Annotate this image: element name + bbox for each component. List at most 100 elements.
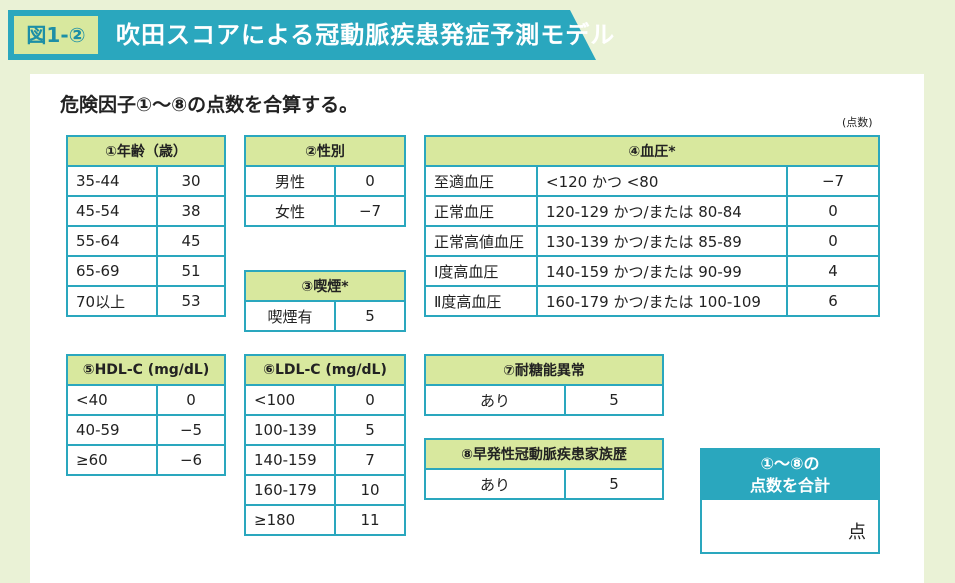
glucose-table: ⑦耐糖能異常 あり 5 [424,354,664,416]
ldl-header: ⑥LDL-C (mg/dL) [244,354,406,386]
total-unit: 点 [848,522,866,543]
table-row: 140-159 7 [244,444,406,476]
table-row: 正常血圧 120-129 かつ/または 80-84 0 [424,195,880,227]
hdl-points: 0 [156,384,226,416]
age-points: 45 [156,225,226,257]
bp-category: Ⅰ度高血圧 [424,255,538,287]
ldl-range: 140-159 [244,444,336,476]
age-points: 30 [156,165,226,197]
age-range: 55-64 [66,225,158,257]
bp-category: 至適血圧 [424,165,538,197]
table-row: 喫煙有 5 [244,300,406,332]
table-row: 男性 0 [244,165,406,197]
table-row: <40 0 [66,384,226,416]
table-row: 至適血圧 <120 かつ <80 −7 [424,165,880,197]
bp-points: −7 [786,165,880,197]
smoking-label: 喫煙有 [244,300,336,332]
family-history-points: 5 [564,468,664,500]
table-row: 55-64 45 [66,225,226,257]
age-points: 53 [156,285,226,317]
smoking-header: ③喫煙* [244,270,406,302]
table-row: <100 0 [244,384,406,416]
sex-table: ②性別 男性 0 女性 −7 [244,135,406,227]
table-row: ≥180 11 [244,504,406,536]
ldl-points: 7 [334,444,406,476]
age-points: 38 [156,195,226,227]
table-row: 65-69 51 [66,255,226,287]
total-score-box: ①～⑧の 点数を合計 点 [700,448,880,554]
hdl-points: −5 [156,414,226,446]
age-range: 65-69 [66,255,158,287]
hdl-range: <40 [66,384,158,416]
hdl-table: ⑤HDL-C (mg/dL) <40 0 40-59 −5 ≥60 −6 [66,354,226,476]
bp-range: 120-129 かつ/または 80-84 [536,195,788,227]
ldl-points: 0 [334,384,406,416]
ldl-table: ⑥LDL-C (mg/dL) <100 0 100-139 5 140-159 … [244,354,406,536]
table-row: あり 5 [424,384,664,416]
table-row: Ⅰ度高血圧 140-159 かつ/または 90-99 4 [424,255,880,287]
age-header: ①年齢（歳） [66,135,226,167]
age-range: 35-44 [66,165,158,197]
table-row: 正常高値血圧 130-139 かつ/または 85-89 0 [424,225,880,257]
table-row: 100-139 5 [244,414,406,446]
bp-range: 130-139 かつ/または 85-89 [536,225,788,257]
bp-range: <120 かつ <80 [536,165,788,197]
sex-points: 0 [334,165,406,197]
total-header: ①～⑧の 点数を合計 [702,450,878,500]
table-row: 40-59 −5 [66,414,226,446]
sex-header: ②性別 [244,135,406,167]
table-row: Ⅱ度高血圧 160-179 かつ/または 100-109 6 [424,285,880,317]
hdl-range: ≥60 [66,444,158,476]
bp-header: ④血圧* [424,135,880,167]
table-row: 45-54 38 [66,195,226,227]
bp-range: 140-159 かつ/または 90-99 [536,255,788,287]
bp-points: 4 [786,255,880,287]
bp-category: Ⅱ度高血圧 [424,285,538,317]
figure-title: 吹田スコアによる冠動脈疾患発症予測モデル [116,21,616,49]
family-history-label: あり [424,468,566,500]
table-row: 70以上 53 [66,285,226,317]
smoking-table: ③喫煙* 喫煙有 5 [244,270,406,332]
table-row: 160-179 10 [244,474,406,506]
ldl-range: 160-179 [244,474,336,506]
table-row: 35-44 30 [66,165,226,197]
ldl-range: ≥180 [244,504,336,536]
ldl-points: 11 [334,504,406,536]
bp-points: 0 [786,195,880,227]
sex-label: 男性 [244,165,336,197]
total-header-line2: 点数を合計 [749,476,830,495]
ldl-points: 10 [334,474,406,506]
ldl-range: 100-139 [244,414,336,446]
glucose-points: 5 [564,384,664,416]
bp-points: 6 [786,285,880,317]
instruction-text: 危険因子①～⑧の点数を合算する。 [60,94,359,116]
ldl-range: <100 [244,384,336,416]
bp-table: ④血圧* 至適血圧 <120 かつ <80 −7 正常血圧 120-129 かつ… [424,135,880,317]
bp-points: 0 [786,225,880,257]
bp-category: 正常高値血圧 [424,225,538,257]
table-row: あり 5 [424,468,664,500]
bp-category: 正常血圧 [424,195,538,227]
age-range: 70以上 [66,285,158,317]
family-history-header: ⑧早発性冠動脈疾患家族歴 [424,438,664,470]
header-band [8,10,596,60]
glucose-header: ⑦耐糖能異常 [424,354,664,386]
table-row: ≥60 −6 [66,444,226,476]
ldl-points: 5 [334,414,406,446]
smoking-points: 5 [334,300,406,332]
sex-points: −7 [334,195,406,227]
total-header-line1: ①～⑧の [760,454,820,473]
age-table: ①年齢（歳） 35-44 30 45-54 38 55-64 45 65-69 … [66,135,226,317]
table-row: 女性 −7 [244,195,406,227]
sex-label: 女性 [244,195,336,227]
age-points: 51 [156,255,226,287]
age-range: 45-54 [66,195,158,227]
unit-note: (点数) [842,116,873,129]
bp-range: 160-179 かつ/または 100-109 [536,285,788,317]
figure-header: 図1-② 吹田スコアによる冠動脈疾患発症予測モデル [0,0,955,72]
figure-label: 図1-② [14,16,98,54]
hdl-header: ⑤HDL-C (mg/dL) [66,354,226,386]
hdl-range: 40-59 [66,414,158,446]
glucose-label: あり [424,384,566,416]
hdl-points: −6 [156,444,226,476]
